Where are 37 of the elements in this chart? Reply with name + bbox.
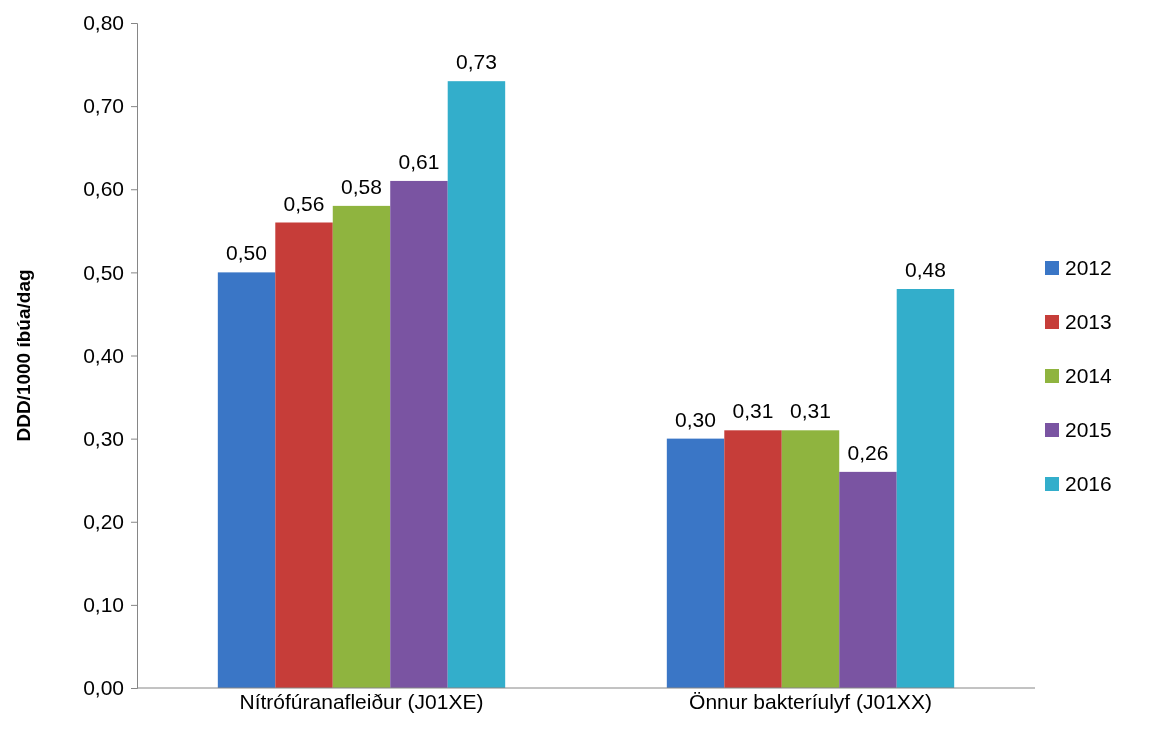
bar — [390, 180, 448, 688]
legend-label: 2016 — [1065, 472, 1112, 495]
data-label: 0,31 — [790, 399, 831, 423]
bar — [666, 438, 725, 688]
data-label: 0,30 — [675, 407, 716, 431]
y-tick-label: 0,80 — [83, 11, 124, 35]
bar — [447, 81, 506, 688]
legend-label: 2015 — [1065, 418, 1112, 441]
y-tick-label: 0,00 — [83, 676, 124, 700]
data-label: 0,61 — [398, 149, 440, 173]
data-label: 0,50 — [226, 241, 267, 265]
y-tick-label: 0,10 — [83, 593, 124, 617]
bar — [781, 430, 840, 688]
x-tick-label: Nítrófúranafleiður (J01XE) — [239, 690, 484, 713]
bar — [275, 222, 333, 688]
bar — [724, 430, 782, 688]
y-axis-title: DDD/1000 íbúa/dag — [13, 269, 34, 442]
data-label: 0,58 — [341, 174, 382, 198]
data-label: 0,26 — [847, 440, 889, 464]
data-label: 0,56 — [283, 191, 325, 215]
y-tick-label: 0,50 — [83, 260, 124, 284]
y-tick-label: 0,70 — [83, 94, 124, 118]
bar — [839, 471, 897, 688]
x-tick-label: Önnur bakteríulyf (J01XX) — [689, 690, 932, 713]
data-label: 0,73 — [456, 50, 497, 74]
legend-label: 2012 — [1065, 256, 1112, 279]
y-tick-label: 0,60 — [83, 177, 124, 201]
data-label: 0,48 — [905, 258, 946, 281]
data-label: 0,31 — [732, 399, 774, 423]
y-tick-label: 0,30 — [83, 426, 124, 450]
bar — [896, 289, 955, 688]
legend-label: 2013 — [1065, 310, 1112, 333]
bar — [332, 205, 391, 688]
y-tick-label: 0,40 — [83, 343, 124, 367]
legend-label: 2014 — [1065, 364, 1113, 387]
y-tick-label: 0,20 — [83, 509, 124, 533]
bar — [217, 272, 276, 688]
